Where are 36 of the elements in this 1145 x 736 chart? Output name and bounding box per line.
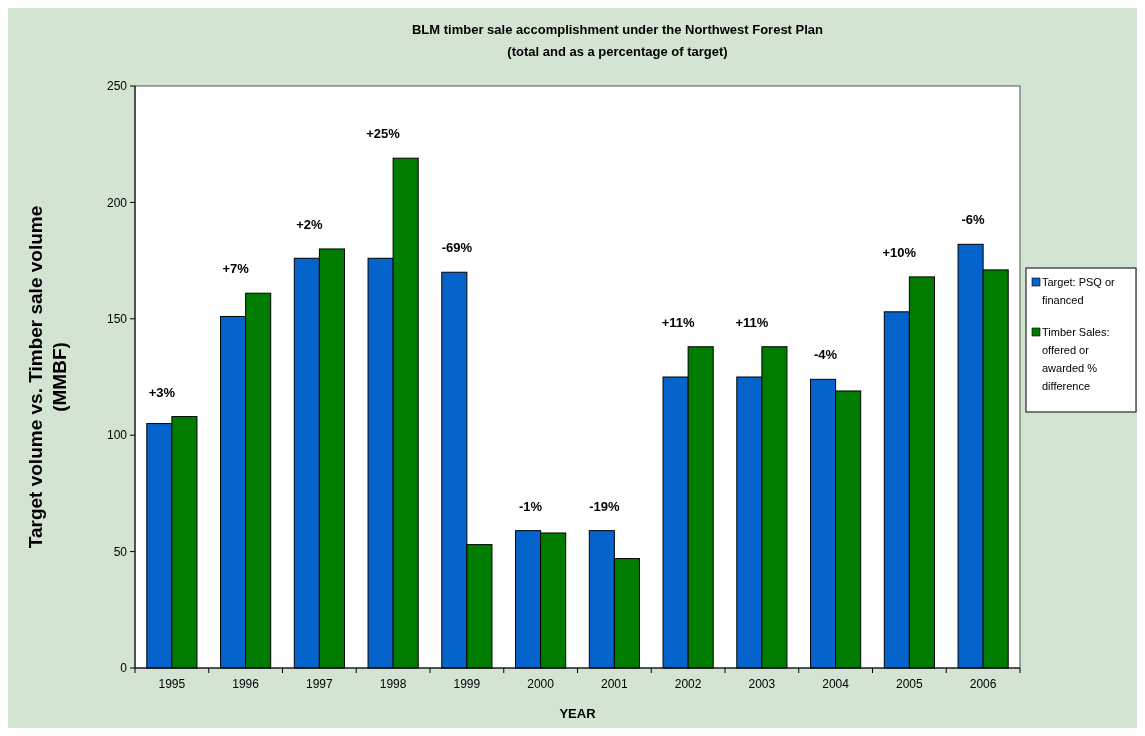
y-tick-label: 250 (106, 79, 128, 94)
y-axis-title: Target volume vs. Timber sale volume (MMBF) (25, 205, 70, 549)
x-tick-label: 2005 (896, 677, 924, 691)
x-tick-label: 2001 (601, 677, 629, 691)
annotation: -69% (441, 240, 473, 256)
legend-label: Timber Sales: offered or awarded % difference (1042, 326, 1110, 392)
annotation: -4% (814, 347, 838, 363)
x-tick-label: 1997 (306, 677, 334, 691)
chart-subtitle: (total and as a percentage of target) (507, 44, 728, 59)
legend-label: Target: PSQ or financed (1042, 276, 1116, 306)
x-tick-label: 1996 (232, 677, 260, 691)
annotation: -6% (961, 212, 986, 228)
x-tick-label: 2004 (822, 677, 850, 691)
x-tick-label: 2000 (527, 677, 555, 691)
x-tick-label: 2003 (748, 677, 776, 691)
annotation: +11% (661, 314, 695, 330)
y-tick-label: 100 (106, 428, 128, 443)
annotation: +11% (735, 314, 769, 330)
x-tick-label: 1999 (453, 677, 481, 691)
annotation: +2% (296, 216, 323, 232)
x-tick-label: 1998 (379, 677, 407, 691)
y-tick-label: 150 (106, 312, 128, 326)
chart-title: BLM timber sale accomplishment under the Northwest Forest Plan (411, 22, 824, 37)
x-tick-label: 2002 (674, 677, 702, 691)
x-tick-label: 1995 (158, 677, 186, 691)
annotation: -1% (519, 498, 543, 514)
annotation: +25% (366, 126, 401, 142)
y-tick-label: 50 (113, 544, 128, 559)
annotation: +7% (222, 261, 250, 277)
annotation: -19% (589, 498, 620, 514)
annotation: +10% (882, 244, 917, 260)
y-tick-label: 200 (106, 195, 128, 210)
x-tick-label: 2006 (969, 677, 997, 691)
annotation: +3% (148, 384, 176, 400)
x-axis-title: YEAR (559, 706, 597, 721)
y-tick-label: 0 (120, 661, 128, 676)
